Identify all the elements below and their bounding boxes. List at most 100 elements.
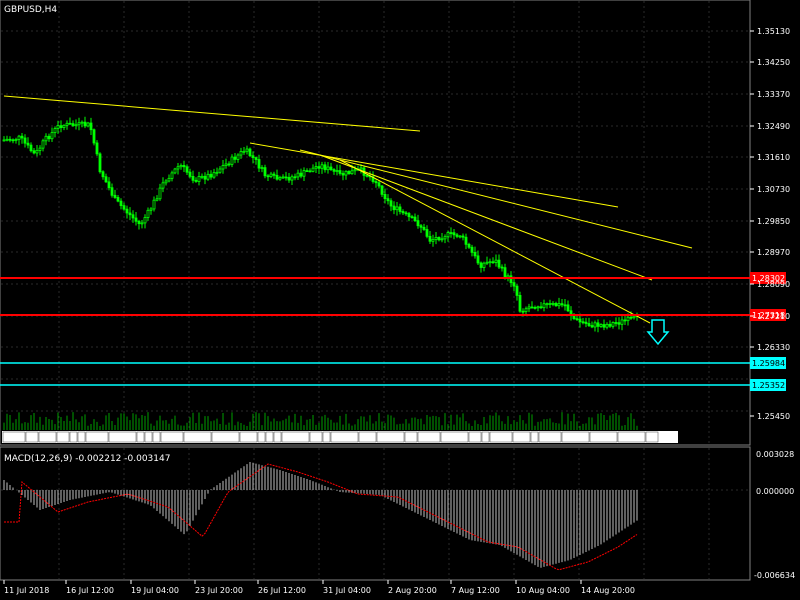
candle-body	[539, 306, 543, 309]
candle-body	[188, 171, 192, 177]
candle-body	[614, 322, 618, 324]
session-cell	[239, 431, 258, 443]
candle-body	[440, 238, 444, 241]
candle-body	[431, 239, 435, 242]
session-cell	[322, 431, 331, 443]
candle-body	[611, 322, 615, 327]
candle-body	[374, 181, 378, 184]
candle-body	[236, 154, 240, 160]
session-cell	[489, 431, 513, 443]
candle-body	[143, 217, 147, 224]
candle-body	[191, 175, 195, 181]
candle-body	[152, 199, 156, 210]
candle-body	[122, 205, 126, 210]
candle-body	[626, 316, 630, 322]
candle-body	[110, 187, 114, 196]
macd-signal-line	[4, 463, 638, 571]
price-axis-label: 1.27210	[757, 312, 790, 321]
trendline[interactable]	[299, 149, 693, 249]
candle-body	[389, 200, 393, 207]
candle-body	[377, 182, 381, 187]
sell-arrow-shape[interactable]	[646, 319, 670, 346]
horizontal-levels[interactable]: 1.28302 1.27318 1.25984 1.25352	[0, 272, 786, 391]
trendlines[interactable]	[3, 95, 693, 324]
candle-body	[134, 217, 138, 222]
candle-body	[542, 303, 546, 309]
session-cell	[273, 431, 282, 443]
candle-body	[380, 185, 384, 195]
resistance-level-1-price: 1.28302	[752, 274, 785, 283]
sell-arrow-icon[interactable]	[646, 319, 670, 346]
candle-body	[338, 170, 342, 174]
candle-body	[35, 150, 39, 154]
macd-label: MACD(12,26,9) -0.002212 -0.003147	[4, 454, 170, 464]
candle-body	[44, 135, 48, 142]
session-cell	[136, 431, 145, 443]
session-label: 12:30	[213, 433, 236, 442]
session-label: 12:10	[332, 433, 355, 442]
candle-body	[29, 144, 33, 152]
session-label: 1	[71, 433, 76, 442]
candle-body	[59, 125, 63, 128]
candle-body	[83, 121, 87, 127]
candle-body	[5, 138, 9, 141]
candle-body	[503, 267, 507, 278]
candle-body	[248, 148, 252, 157]
candle-body	[581, 321, 585, 324]
session-label: 12:42	[442, 433, 465, 442]
candle-body	[620, 319, 624, 325]
session-cell	[645, 431, 659, 443]
candle-body	[128, 212, 132, 216]
candle-body	[602, 324, 606, 328]
candle-body	[608, 323, 612, 327]
session-cell	[160, 431, 184, 443]
session-cell	[152, 431, 161, 443]
candle-body	[476, 255, 480, 264]
trendline[interactable]	[319, 154, 653, 281]
trendline[interactable]	[249, 142, 619, 208]
session-cell	[69, 431, 78, 443]
session-label: 11:	[514, 433, 527, 442]
trendline[interactable]	[3, 95, 421, 132]
candle-body	[254, 157, 258, 160]
candle-body	[230, 156, 234, 165]
candle-body	[404, 212, 408, 215]
resistance-level-1-tag	[750, 272, 786, 284]
candle-body	[26, 142, 30, 146]
candle-body	[176, 166, 180, 170]
session-label: 10:55	[283, 433, 306, 442]
candle-body	[212, 172, 216, 178]
candle-body	[515, 285, 519, 296]
candle-body	[410, 216, 414, 219]
candle-body	[482, 262, 486, 268]
candle-body	[317, 166, 321, 169]
volume-bars	[3, 412, 638, 430]
support-level-2-price: 1.25352	[752, 381, 785, 390]
candle-body	[302, 170, 306, 177]
session-label: 10:00	[619, 433, 642, 442]
session-cell	[440, 431, 469, 443]
candle-body	[518, 294, 522, 312]
candle-body	[428, 235, 432, 242]
candle-body	[326, 166, 330, 171]
price-axis-label: 1.26330	[757, 343, 790, 352]
session-label: 0	[275, 433, 280, 442]
candle-body	[386, 198, 390, 202]
trendline[interactable]	[339, 159, 651, 324]
candle-body	[155, 198, 159, 201]
candle-body	[494, 259, 498, 263]
candle-body	[284, 176, 288, 179]
candle-body	[548, 303, 552, 305]
session-cell	[481, 431, 490, 443]
candle-body	[17, 135, 21, 140]
candle-body	[560, 303, 564, 306]
candle-body	[260, 167, 264, 170]
session-label: 13	[311, 433, 321, 442]
session-label: 1	[267, 433, 272, 442]
candle-body	[308, 170, 312, 173]
candle-body	[299, 172, 303, 177]
candle-body	[314, 166, 318, 169]
candle-body	[341, 173, 345, 176]
